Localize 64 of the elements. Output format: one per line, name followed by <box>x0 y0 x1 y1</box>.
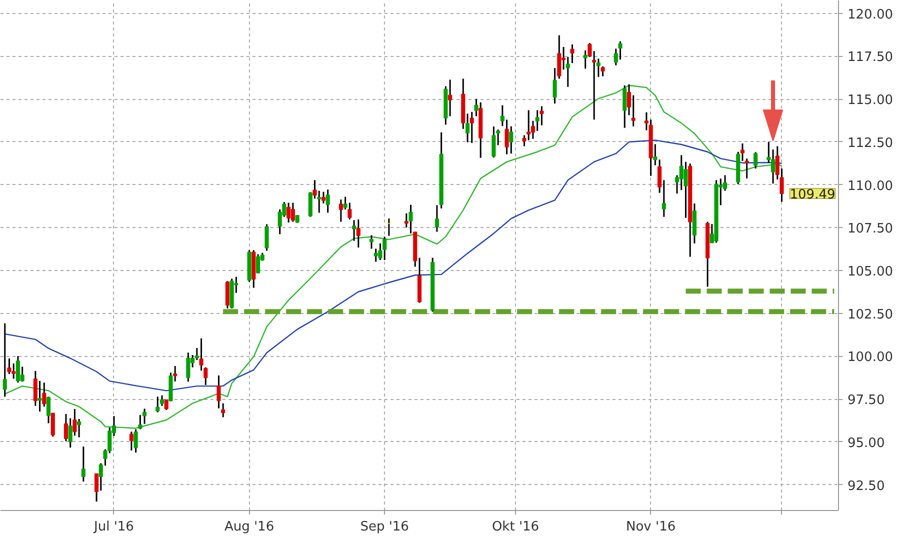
candlestick <box>286 202 291 224</box>
line-series <box>4 140 782 392</box>
candlestick <box>408 204 413 234</box>
x-tick-label: Nov '16 <box>626 520 676 534</box>
candlestick <box>434 204 439 233</box>
candlestick <box>492 126 496 158</box>
candlestick <box>290 202 295 223</box>
candlestick <box>134 428 138 454</box>
candlestick <box>592 50 596 120</box>
y-tick-label: 92.50 <box>848 478 885 494</box>
candlestick <box>326 188 330 214</box>
candlestick <box>504 118 509 156</box>
candlestick <box>382 236 387 261</box>
candlestick <box>369 234 374 250</box>
candlestick <box>129 430 134 452</box>
y-tick-label: 95.00 <box>848 436 885 451</box>
candlestick <box>378 242 382 261</box>
candlestick <box>256 253 260 274</box>
candlestick <box>348 202 352 220</box>
x-tick-label: Okt '16 <box>492 520 540 534</box>
y-tick-label: 105.00 <box>848 264 893 280</box>
candlestick <box>186 352 190 382</box>
candlestick <box>221 402 226 418</box>
candlestick <box>38 380 42 412</box>
candlestick <box>470 111 474 144</box>
candlestick <box>2 322 7 398</box>
y-tick-label: 100.00 <box>848 350 893 366</box>
candlestick <box>156 396 160 414</box>
candlestick <box>600 66 605 78</box>
candlestick <box>338 198 343 223</box>
candlestick <box>631 94 636 128</box>
candlestick <box>374 248 378 263</box>
candlestick <box>77 418 82 438</box>
candlestick <box>138 414 142 430</box>
candlestick <box>570 44 574 64</box>
y-tick-label: 97.50 <box>848 393 885 408</box>
candlestick <box>754 151 758 170</box>
candlestick <box>618 40 622 60</box>
line-series <box>4 84 782 429</box>
y-tick-label: 110.00 <box>848 178 893 194</box>
x-tick-label: Sep '16 <box>360 520 409 534</box>
candlestick <box>509 126 514 154</box>
x-tick-label: Aug '16 <box>224 520 274 534</box>
candlestick <box>42 382 46 408</box>
candlestick <box>448 78 452 117</box>
y-tick-label: 112.50 <box>848 136 893 151</box>
candlestick <box>216 374 221 410</box>
candlestick <box>264 223 269 252</box>
y-tick-label: 120.00 <box>848 7 893 22</box>
annotation: 109.49 <box>790 188 836 203</box>
y-tick-label: 115.00 <box>848 93 893 108</box>
candlestick <box>552 67 557 104</box>
candlestick <box>622 84 627 129</box>
candlestick <box>356 218 360 248</box>
candlestick <box>744 158 749 180</box>
y-tick-label: 117.50 <box>848 50 893 66</box>
candlestick <box>142 408 147 425</box>
candlestick <box>81 446 86 482</box>
x-tick-label: Jul '16 <box>93 520 134 534</box>
candlestick <box>662 179 666 218</box>
candlestick <box>225 280 230 310</box>
candlestick <box>535 109 540 132</box>
y-tick-label: 102.50 <box>848 307 893 322</box>
y-tick-label: 107.50 <box>848 222 893 237</box>
